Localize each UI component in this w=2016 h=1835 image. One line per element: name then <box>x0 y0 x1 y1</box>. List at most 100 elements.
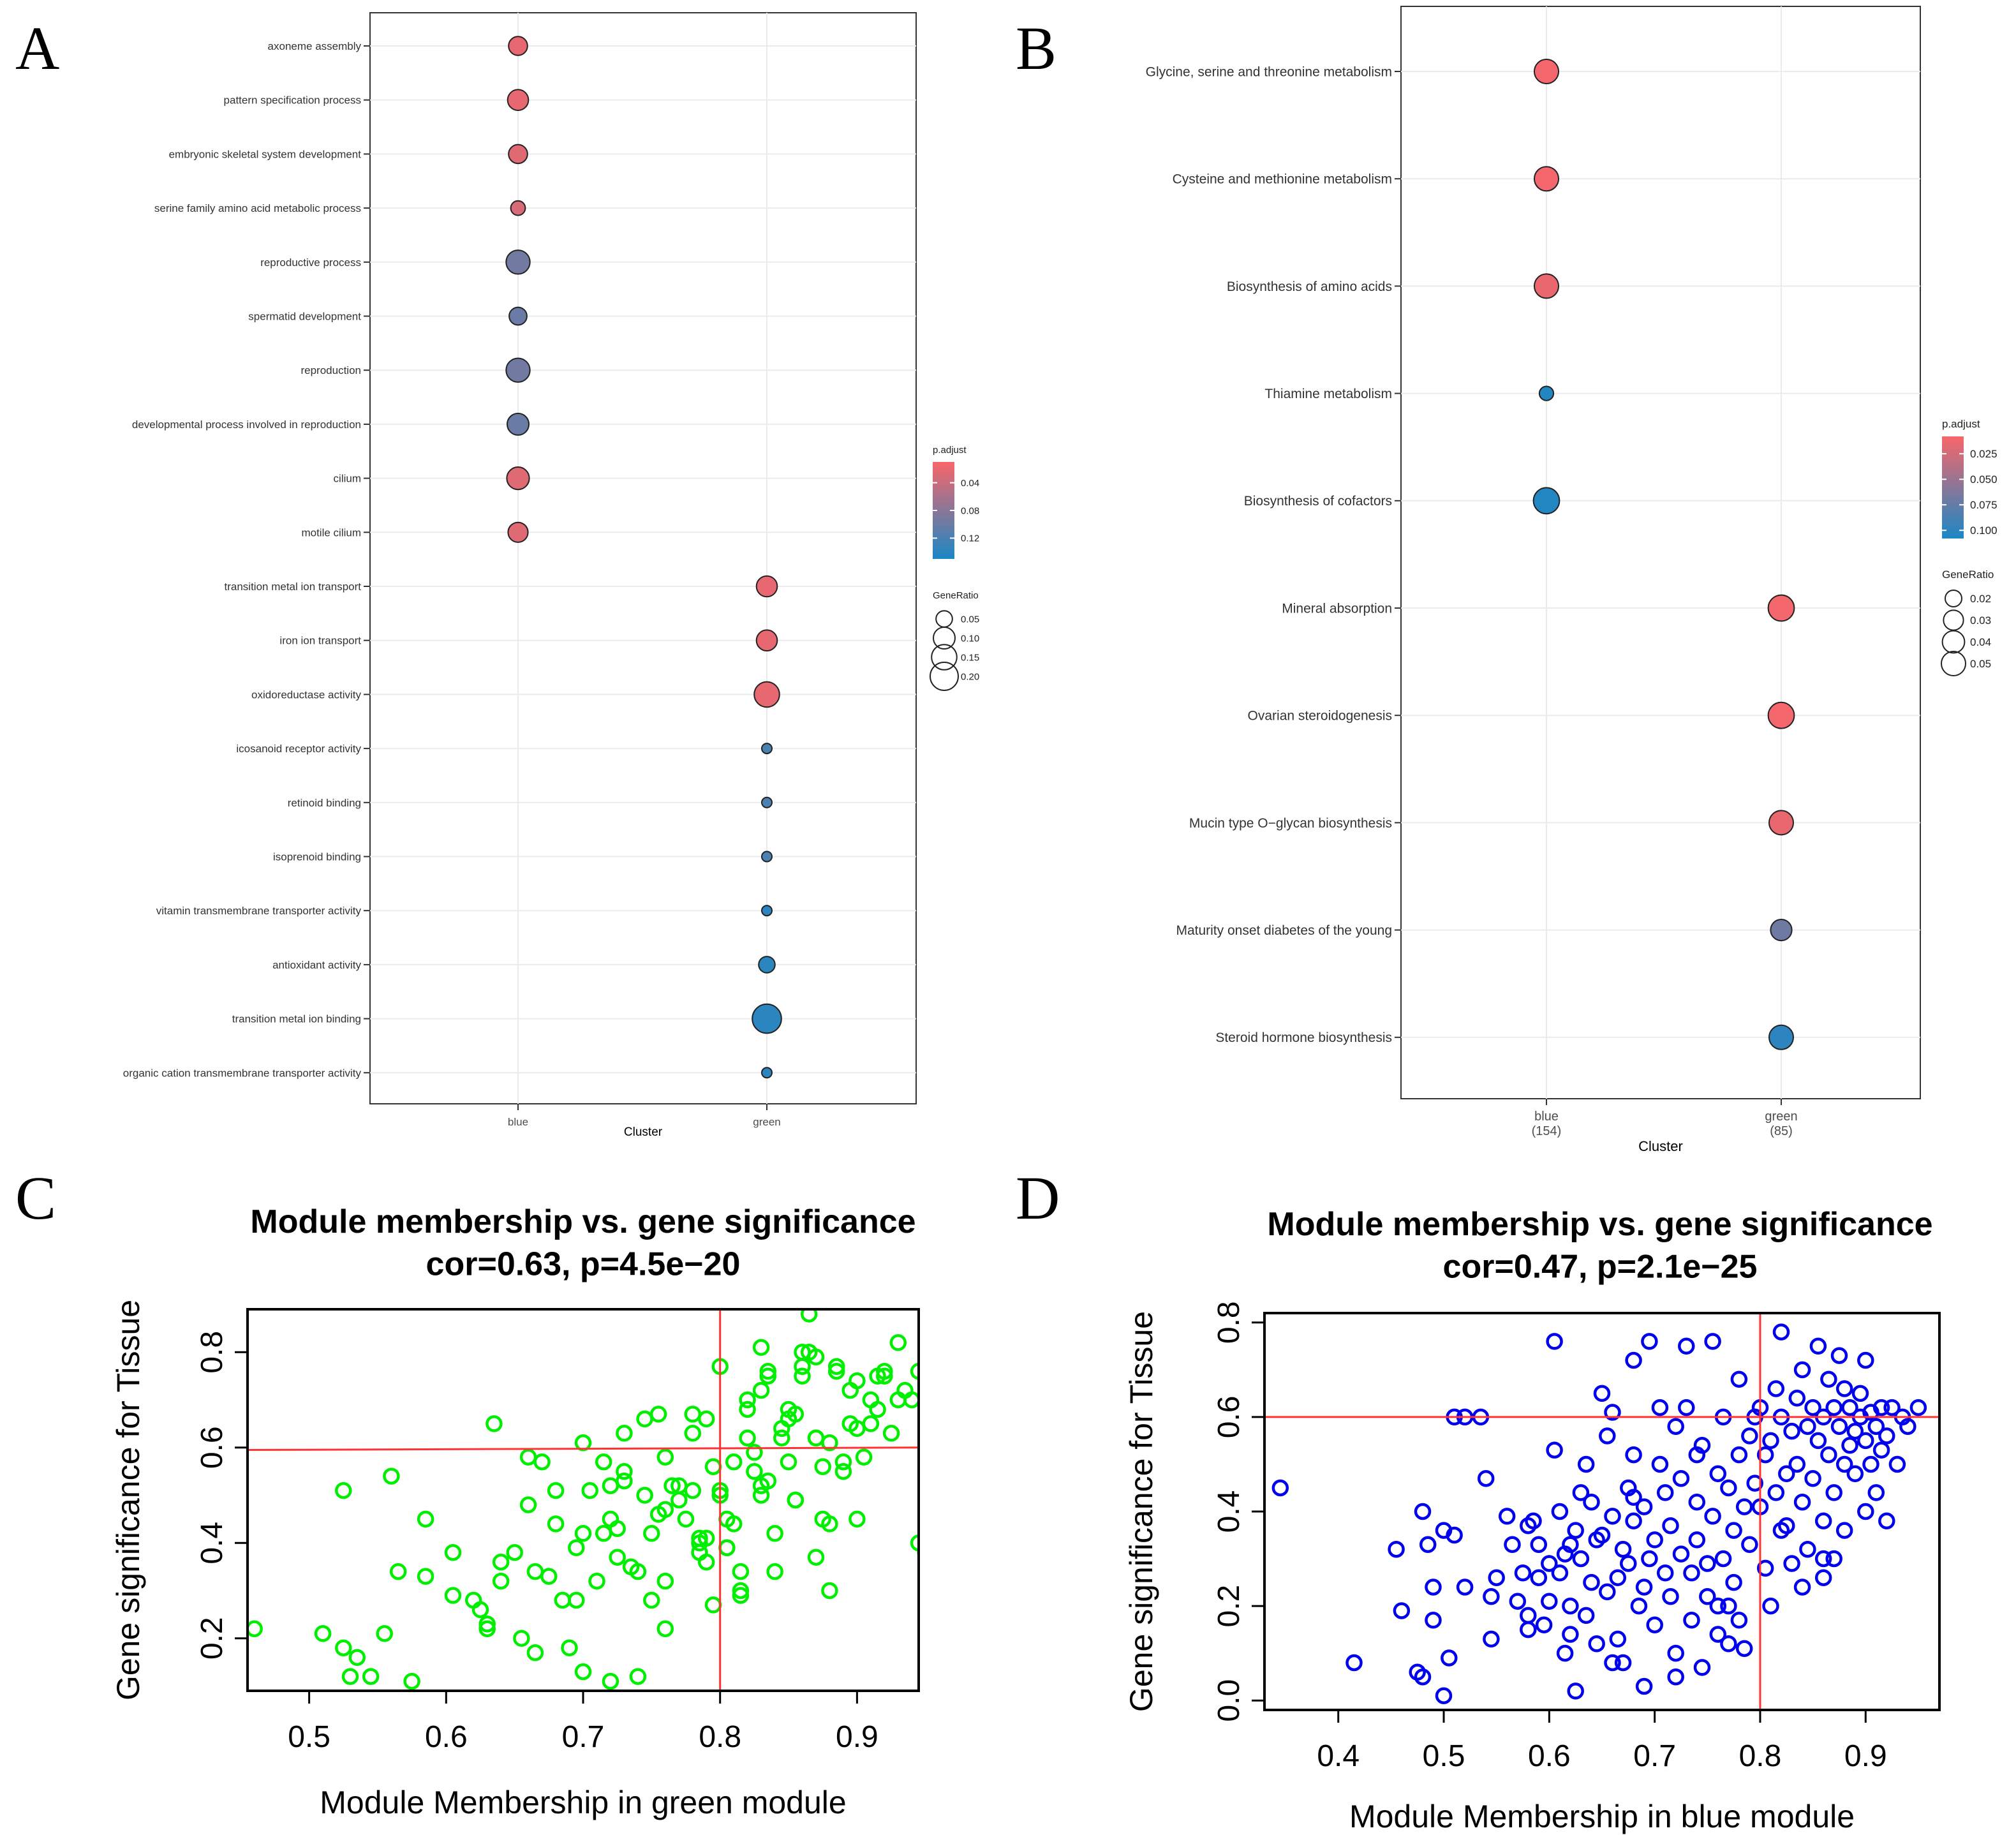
data-point <box>739 1391 756 1409</box>
data-point <box>869 1400 886 1418</box>
data-point <box>1841 1437 1858 1454</box>
data-point <box>855 1448 873 1466</box>
plot-area <box>369 12 917 1104</box>
data-point <box>663 1477 681 1494</box>
data-point <box>1688 1493 1706 1511</box>
legend-color-label: 0.04 <box>961 478 979 489</box>
reference-line-horizontal <box>248 1446 919 1452</box>
y-tick-label: antioxidant activity <box>272 959 361 971</box>
data-point <box>1599 1427 1616 1445</box>
data-point <box>1767 701 1795 729</box>
x-axis-title: Module Membership in blue module <box>1349 1799 1855 1834</box>
x-axis-title: Cluster <box>1638 1138 1683 1154</box>
data-point <box>444 1587 462 1604</box>
legend-size-title: GeneRatio <box>933 590 979 601</box>
data-point <box>1567 1683 1584 1700</box>
data-point <box>1768 810 1794 836</box>
data-point <box>526 1644 544 1661</box>
y-tick-label: serine family amino acid metabolic proce… <box>154 202 361 214</box>
data-point <box>314 1625 332 1642</box>
data-point <box>1699 1555 1716 1572</box>
data-point <box>656 1501 674 1519</box>
data-point <box>1767 594 1795 622</box>
data-point <box>1577 1607 1595 1624</box>
data-point <box>616 1462 633 1480</box>
data-point <box>602 1672 619 1690</box>
data-point <box>1425 1612 1442 1629</box>
data-point <box>746 1462 763 1480</box>
legend-size-label: 0.05 <box>961 614 979 625</box>
data-point <box>787 1491 804 1509</box>
data-point <box>759 1362 777 1380</box>
data-point <box>1835 1380 1853 1397</box>
data-point <box>761 1067 773 1079</box>
y-tick-label: 0.6 <box>1212 1396 1246 1439</box>
data-point <box>1456 1579 1474 1596</box>
data-point <box>1667 1668 1684 1686</box>
data-point <box>761 851 773 863</box>
data-point <box>1730 1612 1748 1629</box>
data-point <box>485 1415 503 1432</box>
data-point <box>1614 1540 1632 1558</box>
data-point <box>739 1429 756 1447</box>
data-point <box>1504 1536 1521 1554</box>
data-point <box>1567 1522 1584 1539</box>
legend-size-circle <box>1941 651 1966 676</box>
data-point <box>1604 1654 1621 1672</box>
data-point <box>1799 1540 1816 1558</box>
x-axis-title: Cluster <box>624 1126 663 1139</box>
data-point <box>1730 1446 1748 1464</box>
data-point <box>1688 1446 1706 1464</box>
legend-size-label: 0.20 <box>961 671 979 682</box>
data-point <box>1635 1498 1653 1515</box>
data-point <box>725 1453 743 1471</box>
y-tick-label: Ovarian steroidogenesis <box>1248 709 1392 724</box>
x-tick-label: 0.5 <box>288 1720 330 1754</box>
data-point <box>821 1515 838 1533</box>
data-point <box>1509 1593 1527 1610</box>
data-point <box>1841 1399 1858 1416</box>
y-tick-label: 0.4 <box>195 1522 229 1564</box>
chart-title: Module membership vs. gene significance <box>250 1203 915 1240</box>
data-point <box>1488 1569 1505 1586</box>
data-point <box>1546 1441 1563 1459</box>
data-point <box>1414 1668 1432 1686</box>
data-point <box>602 1477 619 1494</box>
data-point <box>677 1510 695 1528</box>
y-tick-label: embryonic skeletal system development <box>169 148 362 160</box>
data-point <box>1562 1536 1579 1554</box>
data-point <box>417 1510 434 1528</box>
y-tick-label: motile cilium <box>301 526 361 539</box>
data-point <box>849 1372 866 1390</box>
data-point <box>649 1406 667 1423</box>
data-point <box>1820 1446 1837 1464</box>
data-point <box>1562 1597 1579 1615</box>
chart-subtitle: cor=0.47, p=2.1e−25 <box>1443 1249 1758 1286</box>
y-tick-label: spermatid development <box>248 310 361 322</box>
data-point <box>1572 1550 1590 1568</box>
data-point <box>1556 1644 1574 1662</box>
panel-letter-a: A <box>15 14 59 82</box>
data-point <box>1683 1564 1700 1582</box>
data-point <box>1532 487 1560 515</box>
legend-size-circle <box>1943 609 1964 631</box>
data-point <box>643 1525 660 1542</box>
data-point <box>800 1309 818 1323</box>
y-tick-label: cilium <box>334 473 361 485</box>
data-point <box>1709 1626 1727 1643</box>
data-point <box>1825 1484 1842 1501</box>
legend-color-label: 0.050 <box>1970 473 1997 486</box>
data-point <box>510 200 526 216</box>
legend-size-label: 0.02 <box>1970 593 1991 605</box>
data-point <box>1699 1588 1716 1605</box>
panel-letter-c: C <box>15 1164 56 1232</box>
data-point <box>787 1406 804 1423</box>
data-point <box>704 1458 722 1475</box>
data-point <box>507 521 529 543</box>
data-point <box>876 1362 893 1380</box>
data-point <box>471 1601 489 1619</box>
data-point <box>697 1410 715 1428</box>
data-point <box>519 1496 537 1513</box>
data-point <box>1867 1484 1885 1501</box>
